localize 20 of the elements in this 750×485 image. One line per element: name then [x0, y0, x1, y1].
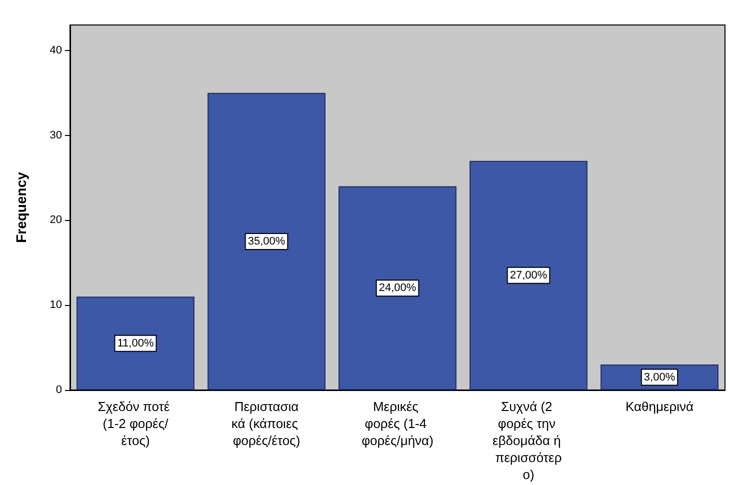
data-label: 35,00% [248, 235, 286, 248]
y-tick-label: 0 [56, 384, 62, 396]
y-tick-label: 10 [50, 299, 62, 312]
data-label: 27,00% [510, 269, 548, 282]
bar [76, 296, 194, 390]
bar [338, 186, 456, 390]
x-tick-label: Καθημερινά [625, 399, 694, 414]
x-tick-label: Συχνά (2 φορές την εβδομάδα ή περισσότερο) [492, 399, 564, 482]
x-tick-label: Σχεδόν ποτέ (1-2 φορές/έτος) [98, 399, 174, 448]
x-tick-label: Μερικές φορές (1-4 φορές/μήνα) [362, 399, 434, 448]
bar [208, 92, 326, 390]
data-label: 11,00% [117, 337, 154, 350]
y-tick-label: 40 [50, 44, 62, 56]
bar [470, 160, 588, 390]
data-label: 3,00% [644, 371, 676, 384]
data-label: 24,00% [378, 282, 416, 294]
y-axis-title: Frequency [13, 172, 29, 243]
y-tick-label: 20 [50, 214, 62, 226]
x-tick-label: Περιστασιακά (κάποιες φορές/έτος) [231, 399, 302, 448]
y-tick-label: 30 [50, 129, 62, 142]
